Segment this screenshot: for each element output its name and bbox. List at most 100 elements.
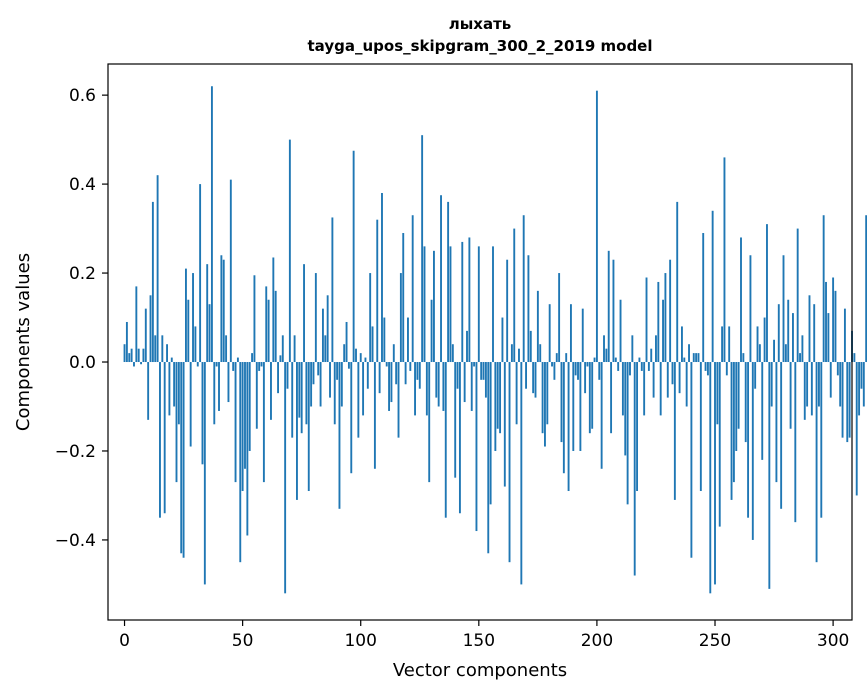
bar-251 xyxy=(716,362,719,425)
bar-295 xyxy=(820,362,823,518)
bar-127 xyxy=(423,246,426,363)
bar-186 xyxy=(562,362,565,474)
bar-283 xyxy=(792,313,794,363)
bar-89 xyxy=(333,362,336,425)
x-tick-label: 100 xyxy=(344,631,376,651)
bar-168 xyxy=(520,362,523,585)
bar-102 xyxy=(364,357,367,363)
bar-205 xyxy=(607,250,610,363)
bar-26 xyxy=(185,268,187,363)
bar-144 xyxy=(463,362,466,403)
bar-203 xyxy=(603,335,605,363)
bar-311 xyxy=(858,362,861,416)
bar-199 xyxy=(593,357,596,363)
bar-259 xyxy=(735,362,738,451)
x-tick-label: 0 xyxy=(119,631,130,651)
bar-244 xyxy=(699,362,702,492)
bar-164 xyxy=(510,344,513,363)
bar-152 xyxy=(482,362,485,380)
bar-235 xyxy=(678,362,681,394)
bar-69 xyxy=(286,362,289,389)
bar-59 xyxy=(262,362,265,483)
bar-3 xyxy=(130,348,133,363)
bar-183 xyxy=(555,353,558,363)
bar-236 xyxy=(681,326,683,363)
x-tick-label: 200 xyxy=(581,631,613,651)
bar-209 xyxy=(617,362,620,371)
bar-0 xyxy=(123,344,126,363)
bar-287 xyxy=(801,335,804,363)
bar-81 xyxy=(314,273,317,363)
bar-14 xyxy=(156,175,159,363)
bar-12 xyxy=(151,201,154,363)
x-axis-label: Vector components xyxy=(393,660,567,681)
bar-46 xyxy=(232,362,235,371)
bar-145 xyxy=(466,330,468,363)
bar-167 xyxy=(518,348,520,363)
bar-121 xyxy=(409,362,412,371)
bar-289 xyxy=(806,362,809,407)
bar-265 xyxy=(749,255,752,363)
bar-270 xyxy=(761,362,764,460)
y-tick-label: 0.4 xyxy=(69,175,96,195)
bar-93 xyxy=(343,344,346,363)
bar-221 xyxy=(645,277,648,363)
bar-165 xyxy=(513,228,516,363)
bar-304 xyxy=(841,362,844,438)
bar-25 xyxy=(182,362,185,558)
bar-184 xyxy=(558,273,561,363)
bar-204 xyxy=(605,348,608,363)
bar-187 xyxy=(565,353,568,363)
bar-21 xyxy=(173,362,176,407)
bar-106 xyxy=(373,362,376,469)
bar-240 xyxy=(690,362,693,558)
bar-61 xyxy=(267,299,270,363)
bar-212 xyxy=(624,362,627,456)
bar-97 xyxy=(352,150,355,363)
bar-47 xyxy=(234,362,237,483)
bar-34 xyxy=(203,362,206,585)
bar-57 xyxy=(258,362,261,371)
bar-104 xyxy=(369,273,372,363)
bar-98 xyxy=(355,348,357,363)
bar-301 xyxy=(834,290,837,363)
bar-146 xyxy=(468,237,471,363)
bar-193 xyxy=(579,362,582,451)
bar-48 xyxy=(236,357,239,363)
bar-290 xyxy=(808,295,811,363)
bar-20 xyxy=(170,357,173,363)
bar-215 xyxy=(631,335,634,363)
bar-100 xyxy=(359,353,362,363)
bar-306 xyxy=(846,362,849,443)
bar-54 xyxy=(251,353,254,363)
bar-126 xyxy=(421,135,424,363)
bar-284 xyxy=(794,362,797,523)
bar-197 xyxy=(588,362,591,434)
bar-254 xyxy=(723,157,726,363)
bar-211 xyxy=(621,362,624,416)
chart-title-line-2: tayga_upos_skipgram_300_2_2019 model xyxy=(308,37,653,55)
bar-7 xyxy=(140,362,143,365)
bar-107 xyxy=(376,219,379,363)
bar-9 xyxy=(144,308,147,363)
bar-68 xyxy=(284,362,287,594)
bar-243 xyxy=(697,353,700,363)
bar-37 xyxy=(210,86,213,363)
bar-309 xyxy=(853,353,856,363)
bar-226 xyxy=(657,281,660,363)
bar-237 xyxy=(683,357,686,363)
bar-4 xyxy=(133,362,135,367)
bar-262 xyxy=(742,353,745,363)
bar-234 xyxy=(676,201,679,363)
bar-179 xyxy=(546,362,549,425)
bar-123 xyxy=(414,362,416,416)
bar-11 xyxy=(149,295,152,363)
bar-65 xyxy=(277,362,279,394)
bar-78 xyxy=(307,362,310,492)
bar-214 xyxy=(629,362,631,376)
bar-70 xyxy=(288,139,291,363)
bar-207 xyxy=(612,259,615,363)
bar-30 xyxy=(194,326,197,363)
bar-series xyxy=(123,86,867,594)
